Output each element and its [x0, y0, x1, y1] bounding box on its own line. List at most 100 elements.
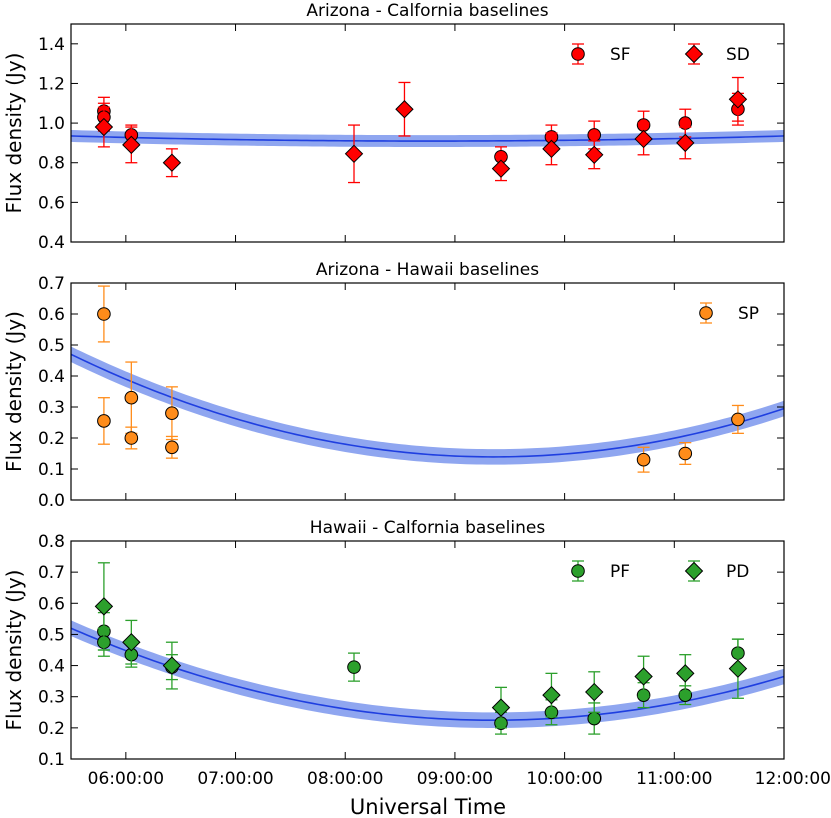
fit-uncertainty-band — [71, 620, 784, 728]
x-axis-label: Universal Time — [350, 795, 506, 818]
y-tick-label: 0.0 — [38, 491, 65, 511]
axes-frame-3 — [70, 540, 785, 760]
x-tick-label: 11:00:00 — [636, 769, 712, 789]
fit-line — [71, 627, 784, 722]
series-PD — [94, 562, 748, 729]
plot-area-2 — [71, 283, 784, 500]
data-point-PF — [587, 711, 602, 726]
plot-area-3 — [71, 541, 784, 759]
y-tick-label: 0.1 — [38, 750, 65, 770]
data-point-SP — [165, 440, 179, 455]
y-tick-label: 0.3 — [38, 398, 65, 418]
y-axis-label-2: Flux density (Jy) — [2, 311, 26, 472]
data-point-SP — [731, 412, 745, 427]
x-tick-label: 09:00:00 — [417, 769, 493, 789]
y-tick-label: 0.7 — [38, 563, 65, 583]
data-point-SD — [728, 90, 748, 109]
legend-marker-PF — [571, 564, 585, 578]
y-tick-label: 0.1 — [38, 460, 65, 480]
data-point-PD — [585, 682, 604, 702]
y-tick-label: 0.8 — [38, 532, 65, 552]
legend-entry-PD: PD — [684, 560, 749, 582]
y-tick-label: 0.7 — [38, 274, 65, 294]
data-point-SD — [162, 153, 182, 172]
legend-label-SF: SF — [610, 45, 631, 65]
data-point-SP — [636, 452, 651, 467]
panel-title-2: Arizona - Hawaii baselines — [316, 260, 539, 280]
fit-uncertainty-band — [71, 130, 784, 147]
legend-label-PF: PF — [610, 562, 630, 582]
data-point-SD — [491, 159, 511, 178]
y-tick-label: 1.4 — [38, 35, 65, 55]
data-point-SP — [124, 390, 139, 405]
y-tick-label: 0.6 — [38, 193, 65, 213]
data-point-SP — [124, 431, 139, 445]
legend-marker-SP — [699, 306, 713, 320]
series-SD — [94, 76, 748, 184]
fit-group-2 — [71, 346, 784, 465]
y-tick-label: 0.6 — [38, 594, 65, 614]
y-tick-label: 0.6 — [38, 305, 65, 325]
y-tick-label: 0.5 — [38, 625, 65, 645]
x-tick-label: 06:00:00 — [88, 769, 164, 789]
data-point-SD — [94, 117, 114, 137]
y-tick-label: 1.2 — [38, 74, 65, 94]
y-tick-label: 0.3 — [38, 688, 65, 708]
data-point-PD — [542, 685, 561, 705]
data-point-PF — [347, 660, 361, 674]
data-point-SP — [165, 406, 179, 421]
data-point-PD — [634, 667, 653, 686]
data-point-SF — [587, 128, 602, 142]
data-point-SD — [542, 139, 561, 159]
data-point-SD — [676, 133, 695, 153]
y-tick-label: 0.4 — [38, 657, 65, 677]
fit-group-3 — [71, 620, 784, 728]
legend-marker-SD — [684, 44, 704, 64]
y-axis-label-1: Flux density (Jy) — [2, 53, 26, 214]
y-tick-label: 0.2 — [38, 719, 65, 739]
axes-frame-1 — [70, 23, 785, 243]
legend-entry-SP: SP — [699, 302, 759, 324]
data-point-PD — [491, 698, 511, 717]
x-tick-label: 07:00:00 — [197, 769, 273, 789]
y-tick-label: 0.8 — [38, 154, 65, 174]
axes-frame-2 — [70, 282, 785, 501]
legend-label-PD: PD — [726, 562, 749, 582]
fit-group-1 — [71, 130, 784, 147]
y-tick-label: 0.5 — [38, 336, 65, 356]
legend-entry-SD: SD — [684, 43, 750, 65]
data-point-SP — [97, 414, 111, 428]
data-point-PD — [94, 597, 114, 616]
data-point-PD — [676, 664, 695, 683]
y-tick-label: 0.2 — [38, 429, 65, 449]
series-SP — [97, 285, 745, 473]
x-tick-label: 10:00:00 — [526, 769, 602, 789]
fit-line — [71, 135, 784, 142]
fit-uncertainty-band — [71, 346, 784, 465]
panel-title-1: Arizona - Calfornia baselines — [306, 1, 548, 21]
panel-title-3: Hawaii - Calfornia baselines — [310, 518, 546, 538]
y-tick-label: 1.0 — [38, 114, 65, 134]
data-point-PD — [162, 656, 182, 675]
legend-marker-PD — [684, 561, 704, 581]
data-point-PD — [122, 633, 141, 652]
legend-entry-SF: SF — [571, 43, 631, 65]
y-axis-label-3: Flux density (Jy) — [2, 570, 26, 731]
x-tick-label: 08:00:00 — [307, 769, 383, 789]
legend-marker-SF — [571, 47, 585, 61]
y-tick-label: 0.4 — [38, 367, 65, 387]
data-point-PD — [728, 659, 748, 678]
data-point-SP — [678, 446, 693, 461]
data-point-SP — [97, 307, 111, 321]
data-point-SD — [122, 135, 141, 155]
data-point-SD — [395, 100, 414, 119]
data-point-SD — [585, 145, 604, 165]
legend-label-SP: SP — [738, 304, 759, 324]
data-point-SD — [634, 129, 653, 149]
legend-entry-PF: PF — [571, 560, 630, 582]
y-tick-label: 0.4 — [38, 233, 65, 253]
legend-label-SD: SD — [726, 45, 750, 65]
x-tick-label: 12:00:00 — [755, 769, 831, 789]
fit-line — [71, 353, 784, 458]
